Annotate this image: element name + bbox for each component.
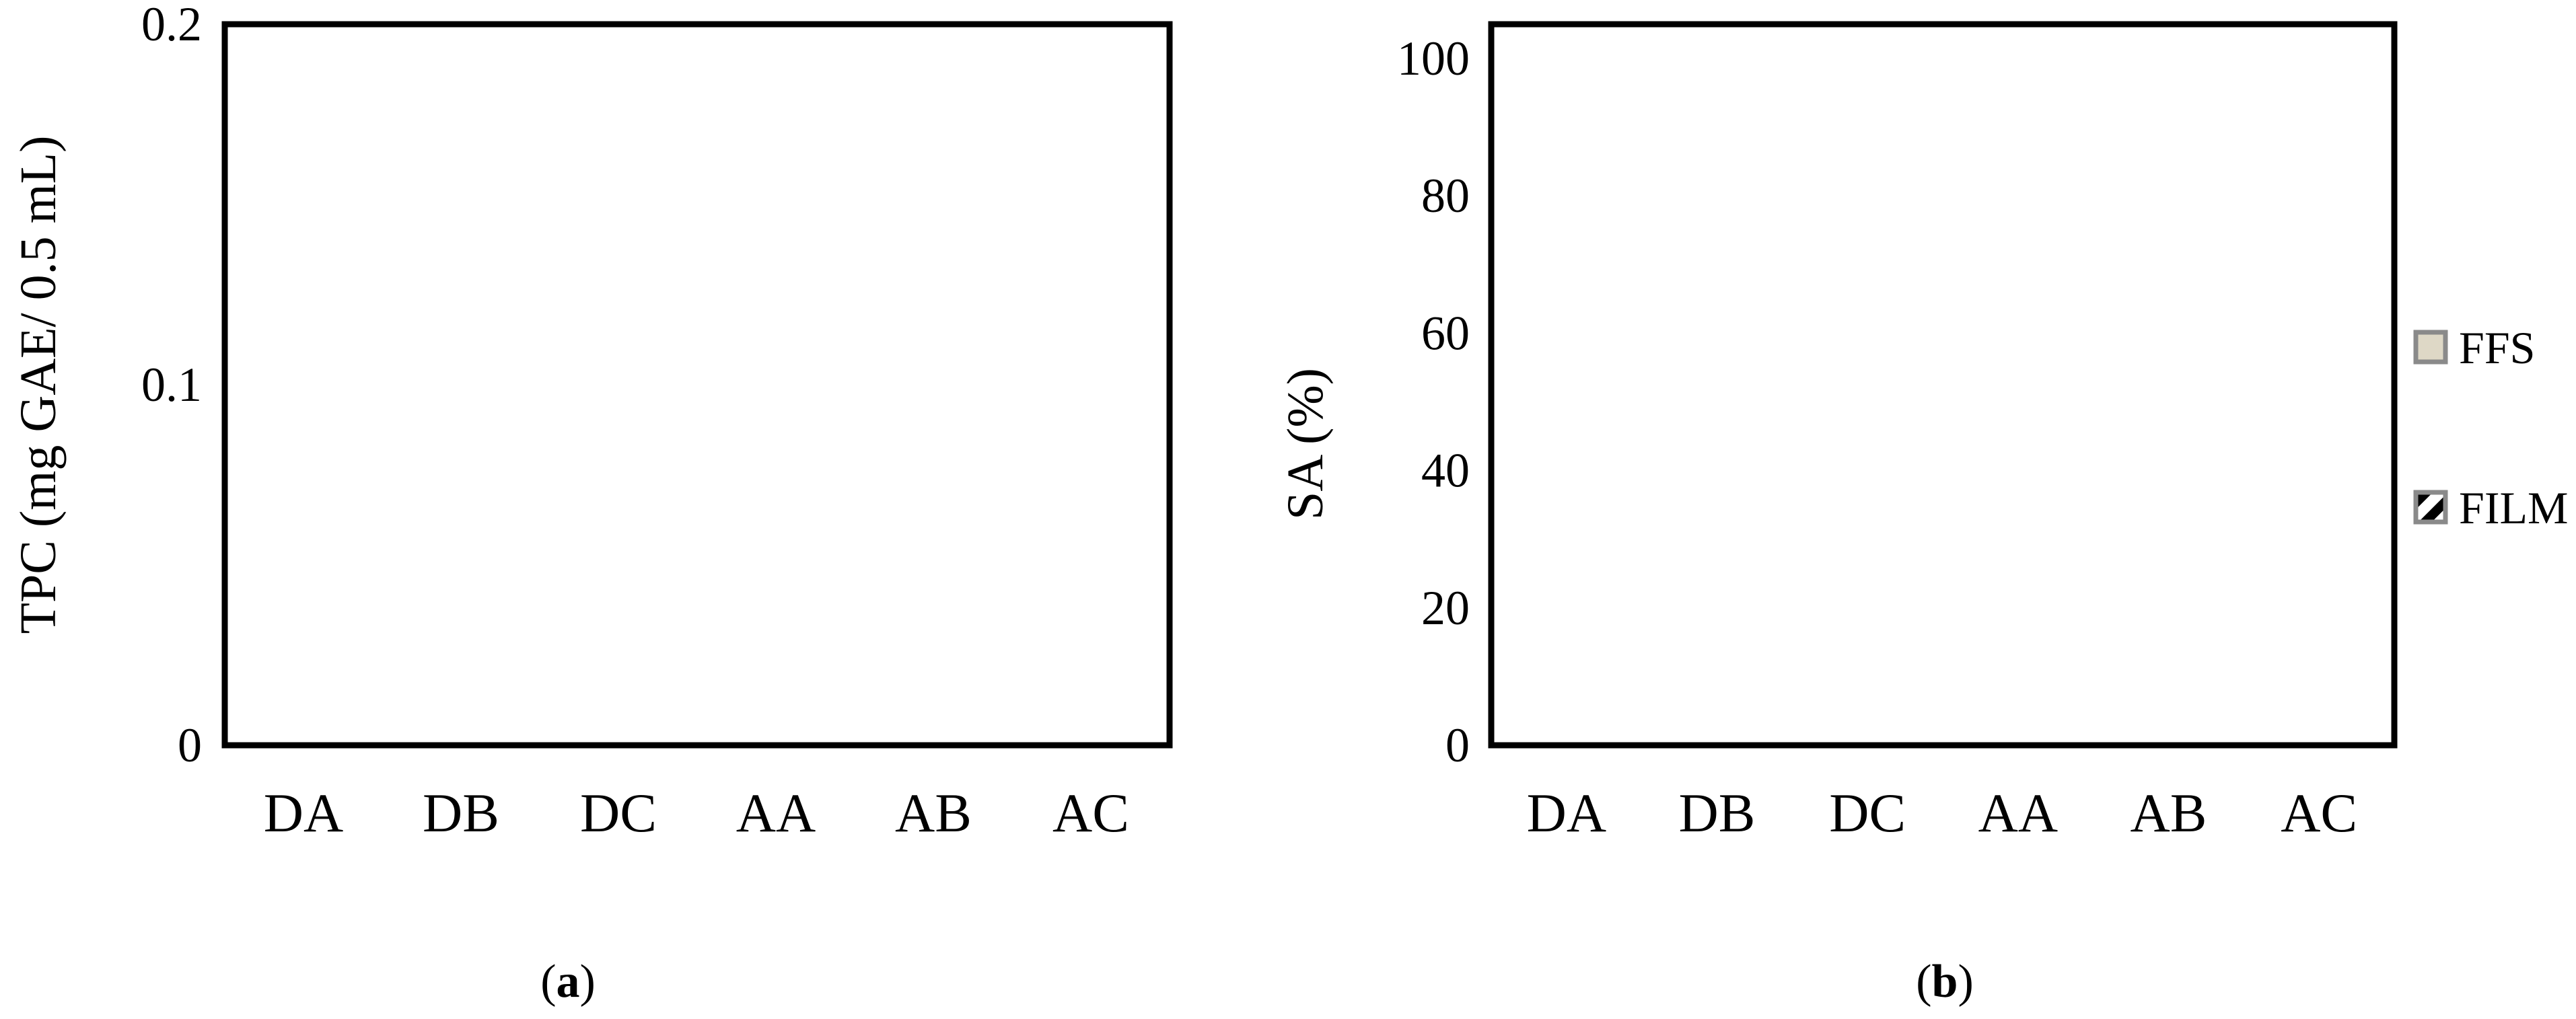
y-tick-label: 60 bbox=[1421, 306, 1470, 360]
legend: FFS FILM bbox=[2416, 322, 2568, 533]
y-tick-label: 100 bbox=[1397, 32, 1470, 85]
y-tick-label: 0 bbox=[178, 718, 202, 772]
legend-label-ffs: FFS bbox=[2459, 322, 2535, 373]
y-tick-label: 40 bbox=[1421, 444, 1470, 498]
x-category-label: AC bbox=[1052, 782, 1129, 843]
plot-area-frame bbox=[1491, 24, 2394, 745]
plot-area-frame bbox=[225, 24, 1170, 745]
y-tick-label: 20 bbox=[1421, 581, 1470, 635]
x-category-label: AC bbox=[2281, 782, 2357, 843]
x-category-label: DA bbox=[1527, 782, 1606, 843]
x-category-label: DB bbox=[1679, 782, 1756, 843]
x-category-label: AA bbox=[736, 782, 816, 843]
figure-caption-a: (a) bbox=[540, 956, 596, 1008]
panel-a-tpc-chart: TPC (mg GAE/ 0.5 mL) (a) 0 0.1 0.2 DA DB DC AA… bbox=[10, 0, 1170, 1008]
panel-b-sa-chart: SA (%) (b) 020406080100DADBDCAAABACaaabe… bbox=[1277, 24, 2394, 1008]
x-category-label: DC bbox=[1829, 782, 1906, 843]
figure: TPC (mg GAE/ 0.5 mL) (a) 0 0.1 0.2 DA DB DC AA… bbox=[0, 0, 2576, 1019]
x-category-label: AA bbox=[1978, 782, 2058, 843]
y-tick-label: 0 bbox=[1445, 718, 1470, 772]
legend-swatch-film bbox=[2416, 492, 2445, 522]
x-category-label: AB bbox=[2131, 782, 2207, 843]
x-category-label: DB bbox=[423, 782, 499, 843]
y-tick-label: 80 bbox=[1421, 169, 1470, 223]
x-category-label: DA bbox=[264, 782, 343, 843]
y-tick-label: 0.1 bbox=[141, 358, 202, 412]
legend-label-film: FILM bbox=[2459, 482, 2568, 533]
legend-swatch-ffs bbox=[2416, 332, 2445, 362]
figure-caption-b: (b) bbox=[1916, 956, 1974, 1008]
y-axis-label: SA (%) bbox=[1277, 368, 1334, 520]
x-category-label: AB bbox=[895, 782, 972, 843]
y-axis-label: TPC (mg GAE/ 0.5 mL) bbox=[10, 136, 67, 634]
y-tick-label: 0.2 bbox=[141, 0, 202, 51]
x-category-label: DC bbox=[580, 782, 657, 843]
